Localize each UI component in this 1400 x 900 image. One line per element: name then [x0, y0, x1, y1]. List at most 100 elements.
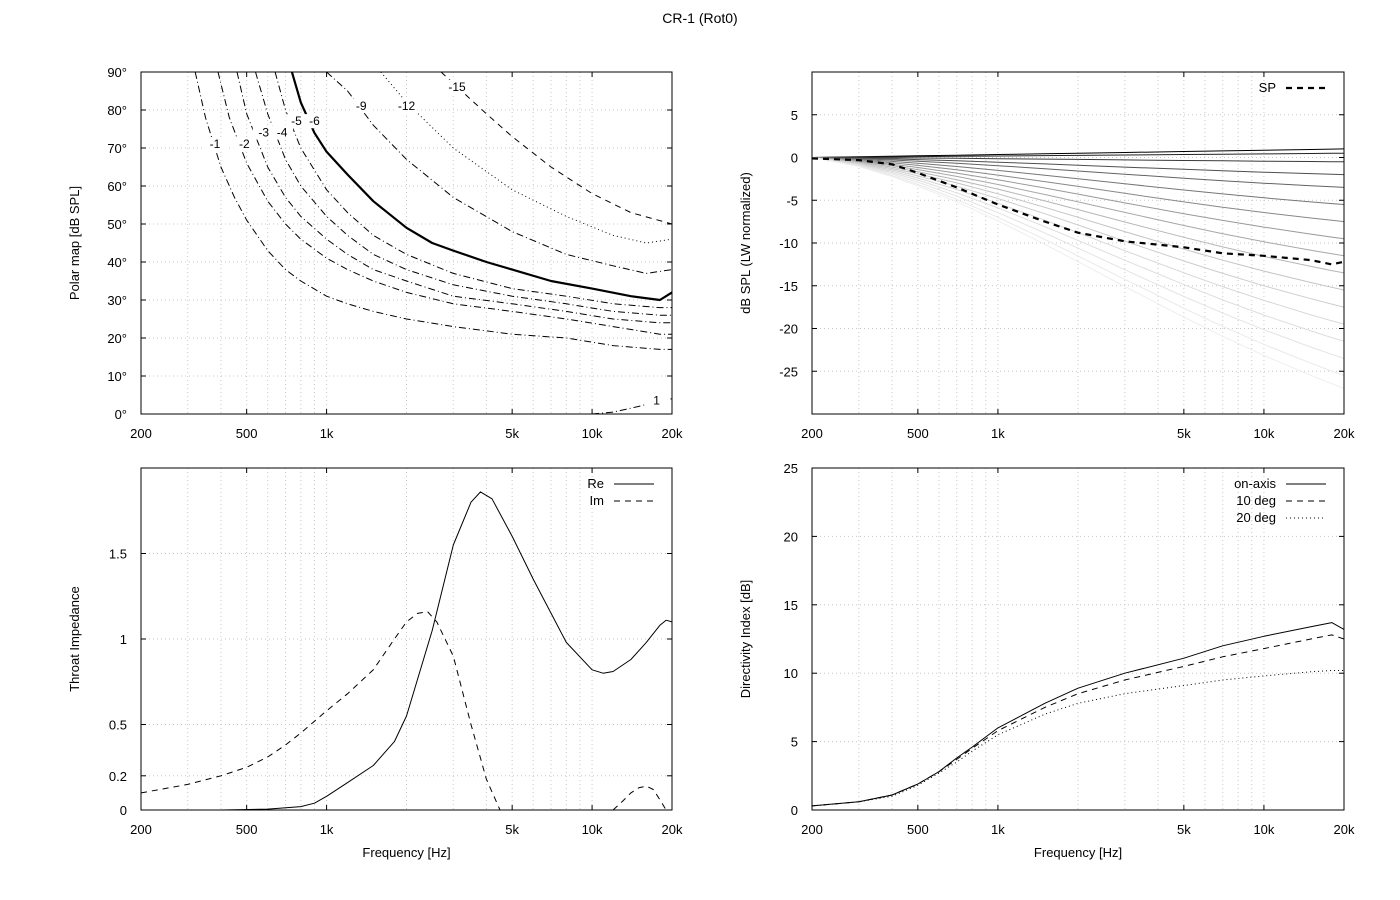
polar-contour-label-bg [645, 393, 668, 408]
polar-contour-label-bg [233, 137, 256, 151]
spl-ytick-label: 0 [791, 151, 798, 166]
polar-contour-label: -15 [448, 80, 466, 94]
spl-family-line [812, 157, 1344, 342]
polar-panel [140, 71, 673, 415]
polar-contour-label: 1 [653, 394, 660, 408]
polar-contour-label-bg [271, 125, 294, 140]
polar-contour-label: -4 [277, 126, 288, 140]
polar-ylabel: Polar map [dB SPL] [67, 186, 82, 300]
impedance-xtick-label: 200 [130, 822, 152, 837]
directivity-series-line [812, 622, 1344, 807]
spl-family-line [812, 157, 1344, 274]
directivity-ytick-label: 5 [791, 735, 798, 750]
polar-ytick-label: 80° [107, 103, 127, 118]
polar-contour-label-bg [395, 99, 418, 113]
impedance-xtick-label: 5k [505, 822, 519, 837]
polar-series-line [380, 72, 672, 244]
spl-family-line [812, 152, 1344, 158]
polar-xtick-label: 10k [582, 426, 603, 441]
directivity-xlabel: Frequency [Hz] [1034, 845, 1122, 860]
spl-plot-area [812, 148, 1344, 389]
impedance-panel [140, 467, 673, 811]
polar-ytick-label: 70° [107, 141, 127, 156]
polar-contour-label-bg [303, 114, 326, 129]
polar-xtick-label: 5k [505, 426, 519, 441]
polar-ytick-label: 30° [107, 293, 127, 308]
polar-plot-area [194, 72, 672, 414]
spl-family-line [812, 157, 1344, 205]
spl-family-line [812, 157, 1344, 163]
spl-family-line [812, 157, 1344, 240]
impedance-plot-area [141, 491, 672, 810]
impedance-frame [140, 467, 673, 811]
page-title: CR-1 (Rot0) [662, 10, 738, 26]
directivity-legend-label: 10 deg [1236, 493, 1276, 508]
directivity-xtick-label: 500 [907, 822, 929, 837]
impedance-xlabel: Frequency [Hz] [362, 845, 450, 860]
polar-ytick-label: 50° [107, 217, 127, 232]
polar-contour-label-bg [252, 125, 275, 140]
polar-contour-label-bg [204, 137, 227, 151]
directivity-ylabel: Directivity Index [dB] [738, 580, 753, 699]
directivity-legend-label: 20 deg [1236, 510, 1276, 525]
spl-ytick-label: -15 [779, 279, 798, 294]
polar-series-line [217, 72, 672, 335]
spl-frame [811, 71, 1345, 415]
polar-frame [140, 71, 673, 415]
polar-ytick-label: 40° [107, 255, 127, 270]
spl-series-line [812, 157, 1344, 266]
directivity-frame [811, 467, 1345, 811]
polar-xtick-label: 200 [130, 426, 152, 441]
impedance-xtick-label: 10k [582, 822, 603, 837]
spl-xtick-label: 20k [1334, 426, 1355, 441]
impedance-ytick-label: 1.5 [109, 547, 127, 562]
spl-legend-label: SP [1259, 80, 1276, 95]
polar-ytick-label: 60° [107, 179, 127, 194]
directivity-ytick-label: 0 [791, 803, 798, 818]
polar-series-line [274, 72, 672, 309]
spl-ytick-label: -10 [779, 236, 798, 251]
spl-ytick-label: -20 [779, 322, 798, 337]
impedance-legend-label: Re [587, 476, 604, 491]
polar-series-line [290, 72, 672, 302]
directivity-series-line [812, 670, 1344, 807]
polar-contour-label: -6 [309, 114, 320, 128]
polar-contour-label-bg [446, 80, 469, 94]
polar-contour-label: -2 [239, 137, 250, 151]
directivity-ytick-label: 15 [784, 598, 798, 613]
polar-series-line [326, 72, 672, 274]
directivity-xtick-label: 200 [801, 822, 823, 837]
impedance-ytick-label: 0 [120, 803, 127, 818]
polar-series-line [236, 72, 672, 324]
spl-xtick-label: 500 [907, 426, 929, 441]
polar-contour-label: -3 [258, 126, 269, 140]
impedance-xtick-label: 20k [662, 822, 683, 837]
spl-xtick-label: 200 [801, 426, 823, 441]
spl-family-line [812, 157, 1344, 389]
directivity-panel [811, 467, 1345, 811]
polar-series-line [194, 72, 672, 350]
impedance-xtick-label: 500 [236, 822, 258, 837]
impedance-series-line [612, 785, 667, 810]
directivity-plot-area [812, 622, 1344, 807]
spl-family-line [812, 157, 1344, 308]
spl-family-line [812, 157, 1344, 359]
directivity-ytick-label: 10 [784, 666, 798, 681]
directivity-xtick-label: 5k [1177, 822, 1191, 837]
directivity-xtick-label: 10k [1253, 822, 1274, 837]
directivity-ytick-label: 25 [784, 461, 798, 476]
impedance-series-line [141, 611, 501, 810]
impedance-xtick-label: 1k [320, 822, 334, 837]
spl-ytick-label: 5 [791, 108, 798, 123]
polar-ytick-label: 10° [107, 369, 127, 384]
polar-ytick-label: 90° [107, 65, 127, 80]
directivity-ytick-label: 20 [784, 529, 798, 544]
directivity-xtick-label: 20k [1334, 822, 1355, 837]
impedance-series-line [141, 491, 672, 810]
directivity-xtick-label: 1k [991, 822, 1005, 837]
spl-family-line [812, 157, 1344, 376]
polar-contour-label-bg [285, 114, 308, 129]
spl-family-line [812, 157, 1344, 291]
polar-contour-label-bg [350, 99, 373, 113]
